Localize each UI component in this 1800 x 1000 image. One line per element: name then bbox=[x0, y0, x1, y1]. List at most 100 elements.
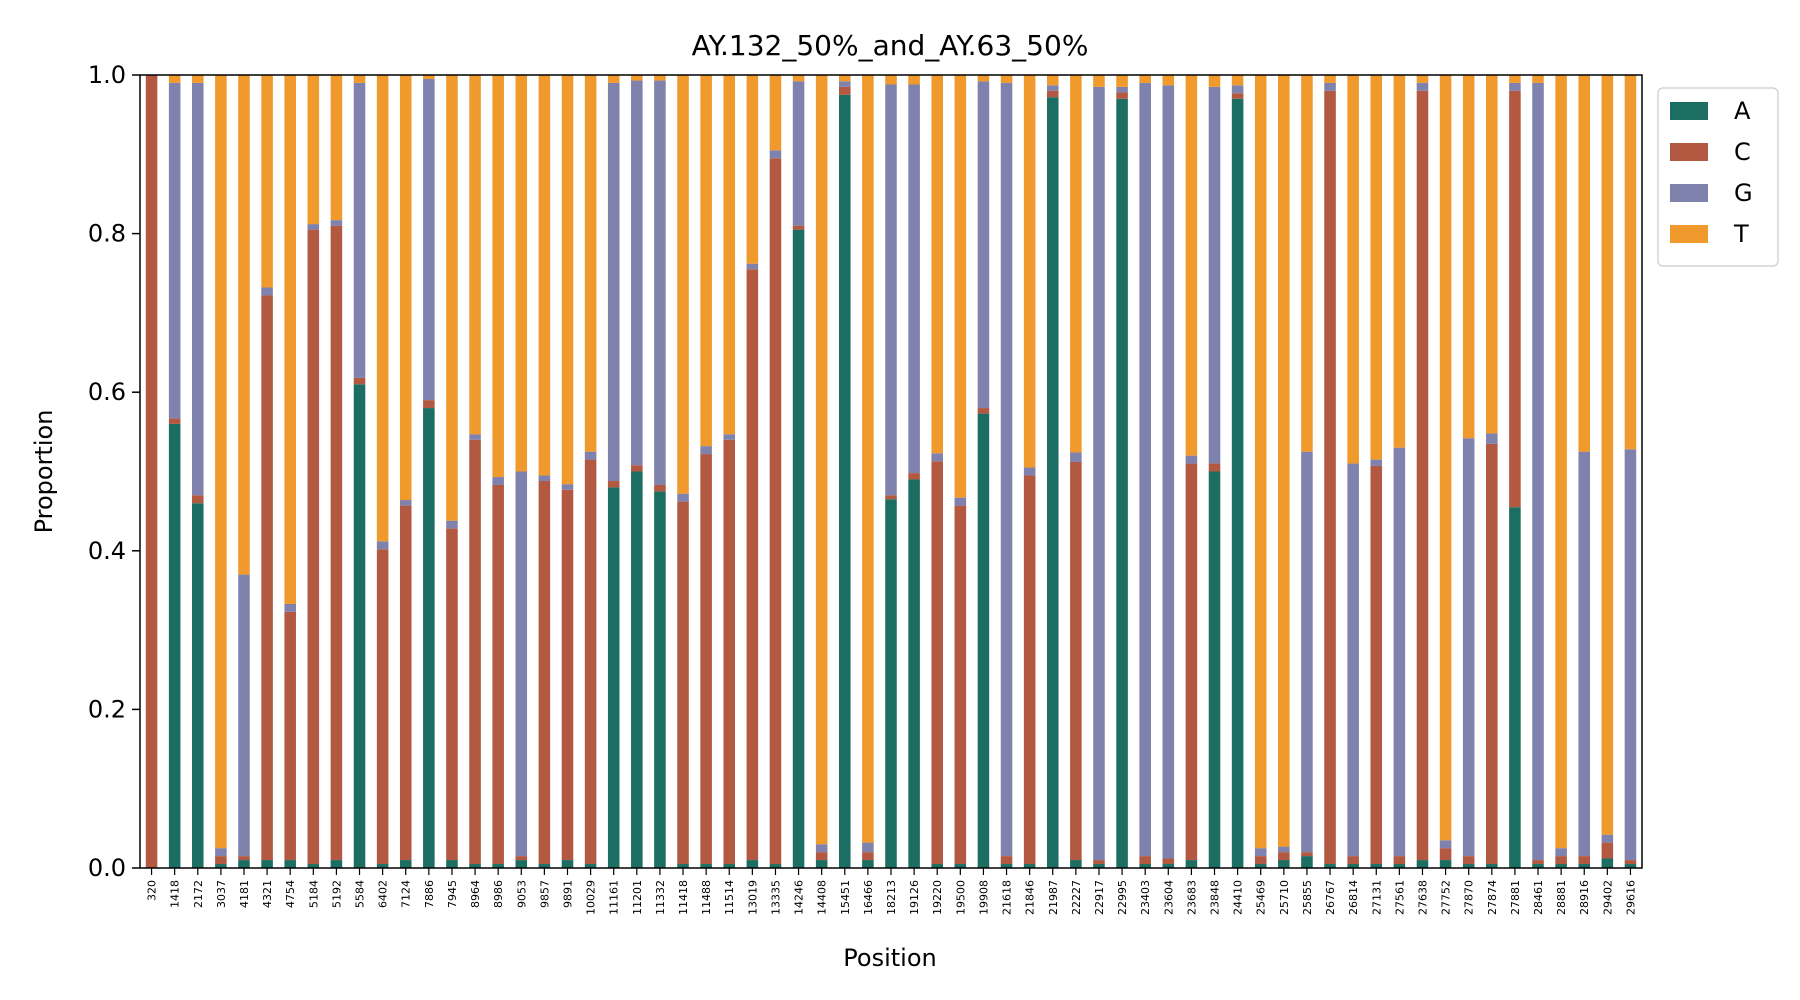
bar-segment-A-19908 bbox=[977, 413, 990, 868]
x-tick-label: 22227 bbox=[1070, 880, 1083, 915]
bar-segment-A-7124 bbox=[399, 860, 412, 868]
bar-segment-A-11161 bbox=[607, 487, 620, 868]
bar-segment-C-4321 bbox=[261, 295, 273, 861]
x-tick-label: 19500 bbox=[954, 880, 967, 915]
x-tick-label: 16466 bbox=[862, 880, 875, 915]
x-tick-label: 19220 bbox=[931, 880, 944, 915]
bar-segment-C-4181 bbox=[238, 856, 250, 861]
bar-segment-A-13335 bbox=[769, 864, 782, 868]
bar-segment-T-19220 bbox=[931, 75, 943, 454]
bar-segment-T-24410 bbox=[1231, 75, 1244, 86]
bar-segment-A-27874 bbox=[1486, 864, 1498, 868]
bar-segment-C-13335 bbox=[769, 158, 782, 865]
bar-segment-T-21846 bbox=[1023, 75, 1036, 468]
bar-segment-G-5584 bbox=[353, 82, 366, 378]
bar-segment-T-19908 bbox=[977, 75, 990, 82]
bar-segment-C-22917 bbox=[1093, 860, 1105, 865]
bar-segment-G-8986 bbox=[492, 477, 504, 485]
bar-segment-A-5192 bbox=[330, 860, 343, 868]
legend-swatch-A bbox=[1670, 102, 1708, 120]
x-tick-label: 13335 bbox=[769, 880, 782, 915]
bar-segment-A-28881 bbox=[1555, 864, 1567, 868]
bar-segment-G-7945 bbox=[446, 520, 458, 529]
bar-segment-T-28881 bbox=[1555, 75, 1567, 849]
x-tick-label: 5184 bbox=[307, 880, 320, 908]
bar-segment-T-29616 bbox=[1624, 75, 1637, 450]
bar-segment-C-24410 bbox=[1231, 93, 1244, 99]
bar-segment-A-10029 bbox=[584, 864, 597, 868]
bar-segment-C-29402 bbox=[1601, 842, 1614, 859]
x-tick-label: 5192 bbox=[330, 880, 343, 908]
bar-segment-G-26767 bbox=[1324, 82, 1336, 91]
bar-segment-T-7886 bbox=[423, 75, 435, 79]
x-tick-label: 5584 bbox=[354, 880, 367, 908]
bar-segment-A-26814 bbox=[1347, 864, 1359, 868]
x-tick-label: 27638 bbox=[1416, 880, 1429, 915]
bar-segment-C-27131 bbox=[1370, 465, 1383, 865]
bar-segment-C-320 bbox=[145, 75, 158, 868]
bar-segment-C-25855 bbox=[1301, 852, 1313, 857]
bar-segment-C-21618 bbox=[1000, 856, 1013, 865]
bar-segment-G-7124 bbox=[399, 500, 412, 506]
x-tick-label: 18213 bbox=[885, 880, 898, 915]
bar-segment-T-23604 bbox=[1162, 75, 1175, 86]
bar-segment-G-4754 bbox=[284, 603, 296, 612]
x-tick-label: 22995 bbox=[1116, 880, 1129, 915]
bar-segment-G-21846 bbox=[1023, 467, 1036, 476]
bar-segment-T-26767 bbox=[1324, 75, 1336, 83]
bar-segment-G-25855 bbox=[1301, 451, 1313, 853]
bar-segment-C-7886 bbox=[423, 400, 435, 409]
bar-segment-C-11514 bbox=[723, 439, 736, 865]
bar-segment-A-5184 bbox=[307, 864, 320, 868]
bar-segment-A-4754 bbox=[284, 860, 296, 868]
bar-segment-G-13335 bbox=[769, 150, 782, 159]
bar-segment-T-8986 bbox=[492, 75, 504, 478]
bar-segment-G-21618 bbox=[1000, 82, 1013, 857]
bar-segment-G-8964 bbox=[469, 434, 481, 440]
bar-segment-G-28881 bbox=[1555, 848, 1567, 857]
bar-segment-A-27752 bbox=[1439, 860, 1452, 868]
bar-segment-G-10029 bbox=[584, 451, 597, 460]
bar-segment-A-29402 bbox=[1601, 858, 1614, 868]
bar-segment-G-23604 bbox=[1162, 85, 1175, 859]
y-axis-label: Proportion bbox=[30, 410, 58, 534]
bar-segment-T-27131 bbox=[1370, 75, 1383, 460]
bar-segment-T-29402 bbox=[1601, 75, 1614, 835]
bar-segment-G-13019 bbox=[746, 263, 759, 270]
bar-segment-G-19908 bbox=[977, 81, 990, 409]
legend-swatch-G bbox=[1670, 184, 1708, 202]
bar-segment-C-5584 bbox=[353, 377, 366, 385]
bar-segment-G-27131 bbox=[1370, 459, 1383, 466]
bar-segment-T-23403 bbox=[1139, 75, 1151, 83]
bar-segment-C-21846 bbox=[1023, 475, 1036, 865]
bar-segment-C-4754 bbox=[284, 611, 296, 861]
bar-segment-A-15451 bbox=[839, 94, 851, 868]
x-tick-label: 8986 bbox=[492, 880, 505, 908]
bar-segment-T-27561 bbox=[1393, 75, 1406, 448]
bar-segment-G-5184 bbox=[307, 224, 320, 230]
x-axis: 320 1418 2172 3037 4181 4321 4754 5184 5192 5584 6… bbox=[146, 868, 1637, 915]
legend-swatch-C bbox=[1670, 143, 1708, 161]
bar-segment-T-10029 bbox=[584, 75, 597, 452]
x-tick-label: 29616 bbox=[1624, 880, 1637, 915]
bar-segment-G-23848 bbox=[1208, 86, 1221, 464]
legend-label-C: C bbox=[1734, 138, 1751, 166]
bar-segment-T-28461 bbox=[1532, 75, 1544, 83]
bar-segment-G-27881 bbox=[1509, 82, 1521, 91]
y-tick-label: 0.6 bbox=[88, 378, 126, 406]
bar-segment-T-19500 bbox=[954, 75, 967, 498]
bar-segment-G-11161 bbox=[607, 82, 620, 482]
bar-segment-A-28461 bbox=[1532, 864, 1544, 868]
x-tick-label: 23848 bbox=[1209, 880, 1222, 915]
bar-segment-T-5192 bbox=[330, 75, 343, 221]
bar-segment-C-27561 bbox=[1393, 856, 1406, 865]
bar-segment-T-13335 bbox=[769, 75, 782, 151]
bar-segment-T-25710 bbox=[1278, 75, 1290, 847]
bar-segment-C-9857 bbox=[538, 481, 551, 865]
bar-segment-A-25710 bbox=[1278, 860, 1290, 868]
bar-segment-A-22917 bbox=[1093, 864, 1105, 868]
bar-segment-T-9857 bbox=[538, 75, 551, 476]
x-tick-label: 14408 bbox=[816, 880, 829, 915]
bar-segment-C-11332 bbox=[654, 484, 666, 492]
